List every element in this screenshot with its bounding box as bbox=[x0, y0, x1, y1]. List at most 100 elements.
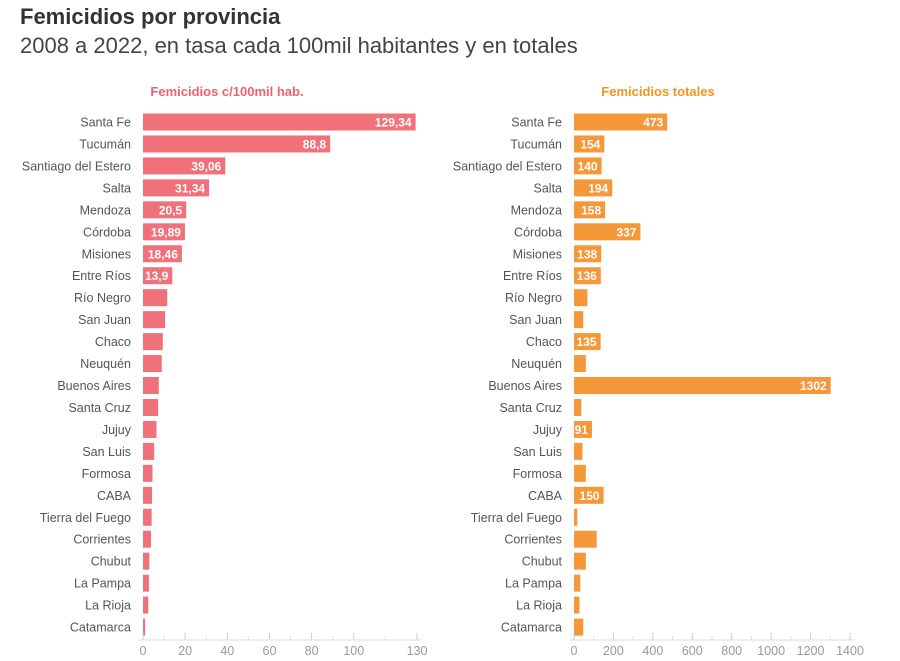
bar bbox=[143, 574, 149, 592]
category-label: Chubut bbox=[91, 555, 132, 569]
bar bbox=[574, 377, 831, 395]
tick-label: 800 bbox=[721, 644, 742, 658]
data-label: 20,5 bbox=[159, 203, 183, 217]
category-label: Catamarca bbox=[70, 621, 131, 635]
category-label: Río Negro bbox=[74, 291, 131, 305]
category-label: Formosa bbox=[513, 467, 562, 481]
bar bbox=[574, 333, 601, 351]
bar bbox=[143, 267, 173, 285]
data-label: 13,9 bbox=[145, 269, 169, 283]
category-label: Entre Ríos bbox=[503, 269, 562, 283]
category-label: Tucumán bbox=[510, 137, 562, 151]
bar bbox=[574, 179, 613, 197]
tick-label: 0 bbox=[571, 644, 578, 658]
bar bbox=[574, 201, 606, 219]
data-label: 39,06 bbox=[191, 159, 221, 173]
category-label: Santa Cruz bbox=[68, 401, 131, 415]
category-label: Santa Cruz bbox=[499, 401, 562, 415]
panel-title: Femicidios c/100mil hab. bbox=[150, 84, 303, 99]
data-label: 135 bbox=[577, 335, 597, 349]
category-label: San Luis bbox=[82, 445, 131, 459]
tick-label: 80 bbox=[305, 644, 319, 658]
category-label: Santiago del Estero bbox=[453, 159, 562, 173]
data-label: 473 bbox=[643, 116, 663, 130]
category-label: Córdoba bbox=[83, 225, 131, 239]
bar bbox=[574, 355, 586, 373]
category-label: Corrientes bbox=[73, 533, 131, 547]
bar bbox=[574, 267, 601, 285]
bar bbox=[574, 486, 604, 504]
bar bbox=[143, 157, 226, 175]
data-label: 31,34 bbox=[175, 181, 205, 195]
category-label: Salta bbox=[534, 181, 563, 195]
data-label: 140 bbox=[578, 159, 598, 173]
tick-label: 60 bbox=[263, 644, 277, 658]
category-label: Misiones bbox=[82, 247, 131, 261]
tick-label: 200 bbox=[603, 644, 624, 658]
bar bbox=[143, 223, 185, 241]
category-label: San Juan bbox=[78, 313, 131, 327]
category-label: Santiago del Estero bbox=[22, 159, 131, 173]
data-label: 88,8 bbox=[303, 137, 327, 151]
data-label: 337 bbox=[616, 225, 636, 239]
panel-title: Femicidios totales bbox=[601, 84, 714, 99]
category-label: CABA bbox=[528, 489, 563, 503]
tick-label: 1000 bbox=[757, 644, 785, 658]
category-label: Misiones bbox=[513, 247, 562, 261]
category-label: Corrientes bbox=[504, 533, 562, 547]
category-label: Santa Fe bbox=[511, 116, 562, 130]
category-label: La Pampa bbox=[74, 577, 131, 591]
category-label: Buenos Aires bbox=[488, 379, 562, 393]
bar bbox=[143, 201, 187, 219]
category-label: La Pampa bbox=[505, 577, 562, 591]
tick-label: 600 bbox=[682, 644, 703, 658]
bar bbox=[143, 355, 162, 373]
bar bbox=[574, 618, 584, 636]
bar bbox=[574, 508, 578, 526]
tick-label: 400 bbox=[642, 644, 663, 658]
tick-label: 1400 bbox=[836, 644, 864, 658]
data-label: 91 bbox=[575, 423, 589, 437]
bar bbox=[574, 113, 668, 131]
data-label: 18,46 bbox=[148, 247, 178, 261]
bar bbox=[574, 289, 588, 307]
bar bbox=[143, 179, 210, 197]
bar bbox=[143, 135, 331, 153]
tick-label: 40 bbox=[220, 644, 234, 658]
bar bbox=[143, 486, 153, 504]
category-label: Neuquén bbox=[80, 357, 131, 371]
category-label: Tucumán bbox=[79, 137, 131, 151]
chart-title: Femicidios por provincia bbox=[20, 4, 281, 29]
tick-label: 20 bbox=[178, 644, 192, 658]
bar bbox=[143, 508, 152, 526]
bar bbox=[574, 135, 605, 153]
data-label: 154 bbox=[580, 137, 600, 151]
bar bbox=[574, 596, 580, 614]
category-label: Tierra del Fuego bbox=[471, 511, 562, 525]
category-label: Entre Ríos bbox=[72, 269, 131, 283]
category-label: Formosa bbox=[82, 467, 131, 481]
data-label: 158 bbox=[581, 203, 601, 217]
data-label: 150 bbox=[580, 489, 600, 503]
category-label: Catamarca bbox=[501, 621, 562, 635]
category-label: Mendoza bbox=[511, 203, 562, 217]
bar bbox=[143, 311, 166, 329]
tick-label: 130 bbox=[407, 644, 428, 658]
bar bbox=[574, 223, 641, 241]
bar bbox=[143, 464, 153, 482]
category-label: Neuquén bbox=[511, 357, 562, 371]
bar bbox=[143, 333, 163, 351]
category-label: CABA bbox=[97, 489, 132, 503]
category-label: Salta bbox=[103, 181, 132, 195]
category-label: Buenos Aires bbox=[57, 379, 131, 393]
data-label: 19,89 bbox=[151, 225, 181, 239]
category-label: Jujuy bbox=[102, 423, 132, 437]
tick-label: 1200 bbox=[797, 644, 825, 658]
bar bbox=[143, 596, 149, 614]
bar bbox=[143, 113, 416, 131]
bar bbox=[143, 398, 159, 416]
category-label: Chaco bbox=[526, 335, 562, 349]
bar bbox=[143, 420, 157, 438]
bar bbox=[574, 398, 582, 416]
category-label: Mendoza bbox=[80, 203, 131, 217]
